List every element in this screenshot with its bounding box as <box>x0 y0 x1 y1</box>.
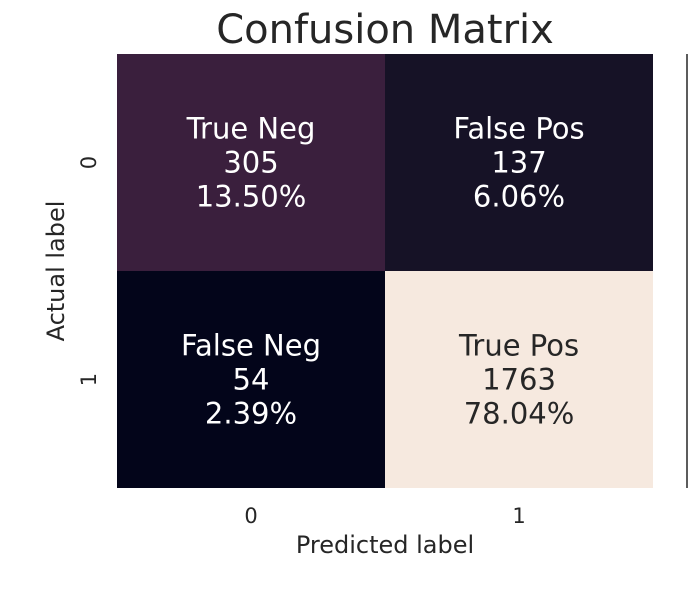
cell-name: True Pos <box>458 329 579 363</box>
cell-percent: 13.50% <box>196 180 307 214</box>
cell-count: 1763 <box>482 363 556 397</box>
y-axis-label: Actual label <box>42 201 70 342</box>
heatmap-cell-rect <box>117 271 385 488</box>
cell-count: 137 <box>491 146 546 180</box>
cell-count: 305 <box>223 146 278 180</box>
cell-percent: 78.04% <box>464 397 575 431</box>
y-tick-label: 1 <box>77 373 101 386</box>
chart-title: Confusion Matrix <box>216 7 554 53</box>
heatmap-cell-rect <box>385 54 653 271</box>
cell-name: True Neg <box>186 112 316 146</box>
cell-name: False Pos <box>453 112 584 146</box>
x-tick-label: 0 <box>244 504 257 528</box>
y-tick-label: 0 <box>77 156 101 169</box>
x-axis-label: Predicted label <box>296 531 474 559</box>
cell-percent: 6.06% <box>473 180 565 214</box>
cell-count: 54 <box>233 363 270 397</box>
x-tick-label: 1 <box>512 504 525 528</box>
y-tick-labels: 01 <box>77 156 101 386</box>
heatmap-cell-rect <box>117 54 385 271</box>
cell-percent: 2.39% <box>205 397 297 431</box>
cell-name: False Neg <box>181 329 321 363</box>
heatmap-cell-rect <box>385 271 653 488</box>
